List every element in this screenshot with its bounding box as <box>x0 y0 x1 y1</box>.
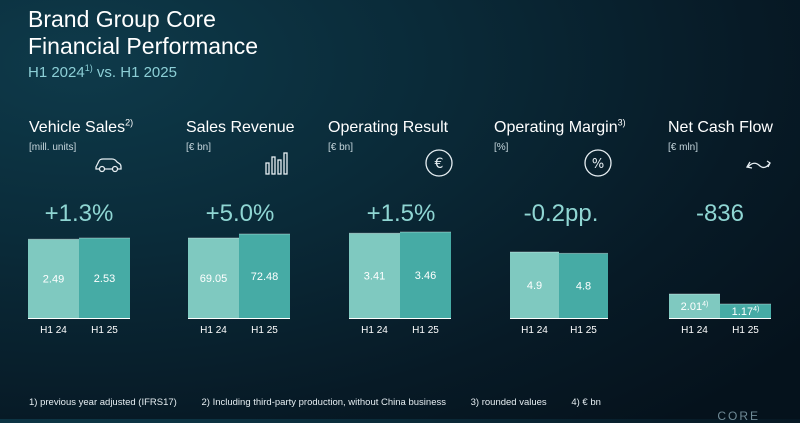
bar-value-label: 69.05 <box>200 273 228 285</box>
metric-unit: [€ mln] <box>668 142 699 153</box>
change-net-cash-flow: -836 <box>695 200 745 227</box>
bar-value-label: 4.8 <box>576 281 591 293</box>
category-label: H1 24 <box>361 325 388 336</box>
metric-label: Vehicle Sales2) <box>29 118 179 138</box>
category-label: H1 25 <box>91 325 118 336</box>
metric-label-text: Vehicle Sales <box>29 119 126 136</box>
bar-value-label: 3.46 <box>415 270 436 282</box>
cash-flow-arrows-icon <box>744 148 774 178</box>
page-subtitle: Financial Performance <box>28 33 259 59</box>
bar-value-footnote: 4) <box>753 306 759 313</box>
period-footnote-marker: 1) <box>84 63 93 73</box>
change-sales-revenue: +5.0% <box>205 200 275 227</box>
bar-vehicle-sales-0 <box>28 239 79 318</box>
metric-label: Operating Margin3) <box>494 118 644 138</box>
bar-vehicle-sales-1 <box>79 238 130 318</box>
bar-chart-icon <box>262 148 292 178</box>
bar-net-cash-flow-1 <box>720 304 771 318</box>
bar-value-label: 72.48 <box>251 271 279 283</box>
change-operating-result: +1.5% <box>366 200 436 227</box>
svg-text:%: % <box>592 157 604 172</box>
header: Brand Group Core Financial Performance H… <box>28 6 258 82</box>
metric-vehicle-sales: Vehicle Sales2) [mill. units] <box>29 118 179 173</box>
category-label: H1 25 <box>251 325 278 336</box>
metric-operating-result: Operating Result [€ bn] € <box>328 118 478 177</box>
metric-label-text: Operating Margin <box>494 119 618 136</box>
period-a: H1 2024 <box>28 64 85 81</box>
metric-label-text: Operating Result <box>328 119 449 136</box>
bar-operating-result-0 <box>349 233 400 318</box>
bar-value-label: 3.41 <box>364 271 385 283</box>
change-operating-margin: -0.2pp. <box>523 200 599 227</box>
metric-net-cash-flow: Net Cash Flow [€ mln] <box>668 118 800 169</box>
car-icon <box>93 148 123 178</box>
euro-icon: € <box>424 148 454 178</box>
metric-label-text: Net Cash Flow <box>668 119 773 136</box>
bar-sales-revenue-1 <box>239 234 290 318</box>
bar-value-footnote: 4) <box>702 301 708 308</box>
bar-operating-margin-1 <box>559 253 608 318</box>
metric-operating-margin: Operating Margin3) [%] % <box>494 118 644 177</box>
bar-value-label: 4.9 <box>527 280 542 292</box>
change-vehicle-sales: +1.3% <box>44 200 114 227</box>
corner-brand-text: CORE <box>717 409 760 423</box>
metric-unit: [%] <box>494 142 509 153</box>
category-label: H1 24 <box>200 325 227 336</box>
metric-label: Net Cash Flow <box>668 118 800 138</box>
metric-label: Sales Revenue <box>186 118 336 138</box>
bar-value-label: 2.014) <box>681 301 709 313</box>
bar-net-cash-flow-0 <box>669 294 720 318</box>
bar-value-label: 1.174) <box>732 306 760 318</box>
bar-operating-result-1 <box>400 232 451 318</box>
footnote-4: 4) € bn <box>571 397 601 408</box>
metric-sales-revenue: Sales Revenue [€ bn] <box>186 118 336 175</box>
footnotes: 1) previous year adjusted (IFRS17) 2) In… <box>29 397 623 408</box>
category-label: H1 24 <box>40 325 67 336</box>
period-label: H1 20241) vs. H1 2025 <box>28 64 258 82</box>
category-label: H1 25 <box>570 325 597 336</box>
page-title: Brand Group Core <box>28 6 216 32</box>
metric-unit: [€ bn] <box>186 142 212 153</box>
category-label: H1 25 <box>732 325 759 336</box>
metric-label: Operating Result <box>328 118 478 138</box>
metric-footnote-marker: 2) <box>125 117 134 128</box>
period-b: vs. H1 2025 <box>96 64 177 81</box>
bar-value-label: 2.49 <box>43 274 64 286</box>
bar-operating-margin-0 <box>510 252 559 318</box>
metric-label-text: Sales Revenue <box>186 119 295 136</box>
footnote-3: 3) rounded values <box>470 397 547 408</box>
category-label: H1 25 <box>412 325 439 336</box>
bar-sales-revenue-0 <box>188 237 239 318</box>
metric-unit: [€ bn] <box>328 142 354 153</box>
bar-value-label: 2.53 <box>94 273 115 285</box>
footnote-1: 1) previous year adjusted (IFRS17) <box>29 397 177 408</box>
svg-text:€: € <box>435 156 444 172</box>
metric-unit: [mill. units] <box>29 142 77 153</box>
metric-footnote-marker: 3) <box>617 117 626 128</box>
category-label: H1 24 <box>521 325 548 336</box>
category-label: H1 24 <box>681 325 708 336</box>
footnote-2: 2) Including third-party production, wit… <box>201 397 446 408</box>
percent-icon: % <box>583 148 613 178</box>
